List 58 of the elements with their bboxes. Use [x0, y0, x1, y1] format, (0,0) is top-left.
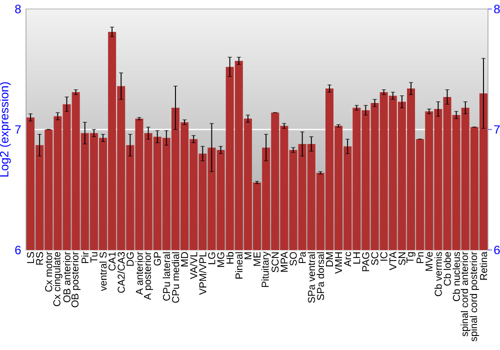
x-tick-label: CA2/CA3	[117, 252, 125, 293]
x-tick-label: SCN	[272, 252, 279, 272]
x-tick-label: Pir	[81, 252, 89, 264]
x-tick-label: VPM/VPL	[198, 252, 206, 295]
x-tick-label: LH	[353, 252, 360, 264]
x-tick-label: Hb	[226, 252, 234, 264]
x-tick-label: Pituitary	[261, 252, 271, 287]
x-tick-label: IC	[380, 252, 388, 261]
x-tick-label: Tg	[406, 252, 416, 264]
x-tick-label: SO	[290, 252, 297, 266]
x-tick-label: Retina	[480, 252, 488, 280]
y-tick-label: 8	[15, 4, 21, 14]
x-tick-label: VMH	[335, 252, 342, 274]
x-tick-label: LS	[26, 252, 34, 264]
x-tick-label: OB anterior	[63, 252, 70, 302]
x-tick-label: SC	[371, 252, 378, 266]
y-axis-title: Log2 (expression)	[0, 82, 11, 177]
x-tick-label: SPa ventral	[308, 252, 316, 303]
x-tick-label: CPu lateral	[162, 252, 170, 301]
x-tick-label: MPA	[280, 252, 288, 272]
x-tick-label: Pineal	[235, 252, 243, 279]
x-tick-label: SPa dorsal	[316, 252, 324, 300]
x-tick-label: RS	[36, 252, 44, 265]
x-tick-label: OB posterior	[71, 252, 80, 308]
x-tick-label: ventral S	[99, 252, 107, 292]
x-tick-label: spinal cord anterior	[460, 252, 470, 336]
x-tick-label: GP	[154, 252, 161, 266]
x-tick-label: MVe	[426, 252, 433, 271]
y-tick-label: 6	[15, 246, 21, 254]
x-tick-label: Tu	[90, 252, 98, 263]
y2-tick-label: 6	[494, 246, 500, 254]
x-tick-label: LG	[208, 252, 216, 264]
x-tick-label: CPu medial	[172, 252, 180, 303]
x-tick-label: Cx cingulate	[53, 252, 62, 306]
y-tick-label: 7	[15, 125, 21, 134]
x-tick-label: Cx motor	[45, 252, 52, 292]
x-tick-label: VTA	[389, 252, 396, 270]
x-tick-label: PAG	[362, 252, 370, 272]
x-tick-label: DG	[126, 252, 134, 266]
x-tick-label: Cb nucleus	[452, 252, 460, 302]
x-tick-label: Pn	[416, 252, 424, 264]
x-tick-label: spinal cord posterior	[470, 252, 480, 342]
x-tick-label: CA1	[108, 252, 116, 271]
x-tick-label: MD	[181, 252, 188, 266]
x-tick-label: ME	[254, 252, 260, 266]
x-tick-label: Cb lobe	[444, 252, 451, 286]
x-tick-label: Cb vermis	[434, 252, 442, 296]
x-tick-label: VA/VL	[190, 252, 198, 280]
x-tick-label: DM	[326, 252, 333, 266]
x-tick-label: Pa	[298, 252, 306, 264]
x-tick-label: SN	[398, 252, 406, 266]
x-tick-label: MG	[217, 252, 224, 267]
y2-tick-label: 8	[494, 4, 500, 14]
y2-tick-label: 7	[494, 125, 500, 134]
x-tick-label: M	[244, 252, 252, 260]
x-tick-label: A posterior	[144, 252, 153, 300]
x-tick-label: A anterior	[136, 252, 143, 295]
x-tick-label: Arc	[344, 252, 352, 267]
